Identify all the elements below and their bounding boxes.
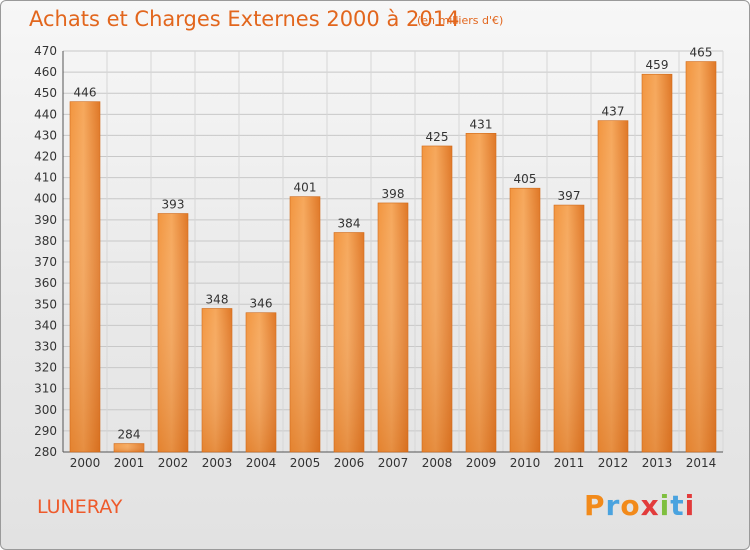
y-tick-label: 380 xyxy=(34,234,57,248)
bar-value-label: 346 xyxy=(250,297,273,311)
x-tick-label: 2007 xyxy=(378,456,409,470)
bar-value-label: 425 xyxy=(426,130,449,144)
bar-shade xyxy=(158,213,188,452)
logo-letter: r xyxy=(605,489,621,522)
bar-value-label: 446 xyxy=(74,86,97,100)
x-tick-label: 2014 xyxy=(686,456,717,470)
x-tick-label: 2005 xyxy=(290,456,321,470)
logo-letter: i xyxy=(659,489,671,522)
x-tick-label: 2012 xyxy=(598,456,629,470)
logo-letter: i xyxy=(684,489,696,522)
bar-shade xyxy=(686,61,716,452)
chart-title: Achats et Charges Externes 2000 à 2014 xyxy=(29,7,460,31)
bar-shade xyxy=(334,232,364,452)
bar-value-label: 459 xyxy=(646,58,669,72)
y-tick-label: 430 xyxy=(34,128,57,142)
y-tick-label: 290 xyxy=(34,424,57,438)
y-tick-label: 340 xyxy=(34,318,57,332)
logo-letter: x xyxy=(640,489,660,522)
x-tick-label: 2001 xyxy=(114,456,145,470)
town-name: LUNERAY xyxy=(37,496,123,518)
bar-shade xyxy=(202,308,232,452)
x-tick-label: 2009 xyxy=(466,456,497,470)
x-tick-label: 2013 xyxy=(642,456,673,470)
x-tick-label: 2008 xyxy=(422,456,453,470)
y-tick-label: 280 xyxy=(34,445,57,459)
y-tick-label: 330 xyxy=(34,339,57,353)
bar-value-label: 284 xyxy=(118,428,141,442)
axis-layer: 280 290 300 310 320 330 340 350 360 370 380 390 400 4… xyxy=(34,44,723,459)
bar-shade xyxy=(554,205,584,452)
bar-value-label: 393 xyxy=(162,198,185,212)
y-tick-label: 310 xyxy=(34,382,57,396)
y-tick-label: 360 xyxy=(34,276,57,290)
bar-shade xyxy=(114,443,144,452)
y-tick-label: 350 xyxy=(34,297,57,311)
bar-shade xyxy=(290,196,320,452)
y-tick-label: 400 xyxy=(34,192,57,206)
bar-shade xyxy=(510,188,540,452)
x-tick-label: 2010 xyxy=(510,456,541,470)
bar-shade xyxy=(70,101,100,452)
y-tick-label: 390 xyxy=(34,213,57,227)
bar-value-label: 431 xyxy=(470,117,493,131)
bar-shade xyxy=(466,133,496,452)
bar-value-label: 348 xyxy=(206,292,229,306)
y-tick-label: 320 xyxy=(34,361,57,375)
y-tick-label: 370 xyxy=(34,255,57,269)
bar-shade xyxy=(598,120,628,452)
x-tick-label: 2000 xyxy=(70,456,101,470)
bar-shade xyxy=(246,312,276,452)
y-tick-label: 460 xyxy=(34,65,57,79)
x-tick-label: 2003 xyxy=(202,456,233,470)
bar-value-label: 405 xyxy=(514,172,537,186)
y-tick-label: 300 xyxy=(34,403,57,417)
bar-value-label: 397 xyxy=(558,189,581,203)
bar-value-label: 398 xyxy=(382,187,405,201)
x-tick-label: 2006 xyxy=(334,456,365,470)
y-tick-label: 450 xyxy=(34,86,57,100)
bar-value-label: 384 xyxy=(338,217,361,231)
y-tick-label: 410 xyxy=(34,171,57,185)
y-tick-label: 420 xyxy=(34,150,57,164)
bar-shade xyxy=(422,145,452,452)
x-tick-label: 2011 xyxy=(554,456,585,470)
proxiti-logo: Proxiti xyxy=(584,489,695,522)
label-layer: 446 2000 284 2001 393 2002 348 2003 346 2004 401 20… xyxy=(70,46,717,470)
x-tick-label: 2002 xyxy=(158,456,189,470)
bar-value-label: 437 xyxy=(602,105,625,119)
bar-layer xyxy=(69,61,717,453)
y-tick-label: 470 xyxy=(34,44,57,58)
logo-letter: t xyxy=(670,489,685,522)
y-tick-label: 440 xyxy=(34,107,57,121)
logo-letter: o xyxy=(620,489,641,522)
x-tick-label: 2004 xyxy=(246,456,277,470)
bar-value-label: 465 xyxy=(690,46,713,60)
bar-value-label: 401 xyxy=(294,181,317,195)
bar-shade xyxy=(642,74,672,452)
chart-subtitle: (en milliers d'€) xyxy=(417,14,504,27)
bar-shade xyxy=(378,202,408,452)
logo-letter: P xyxy=(584,489,606,522)
